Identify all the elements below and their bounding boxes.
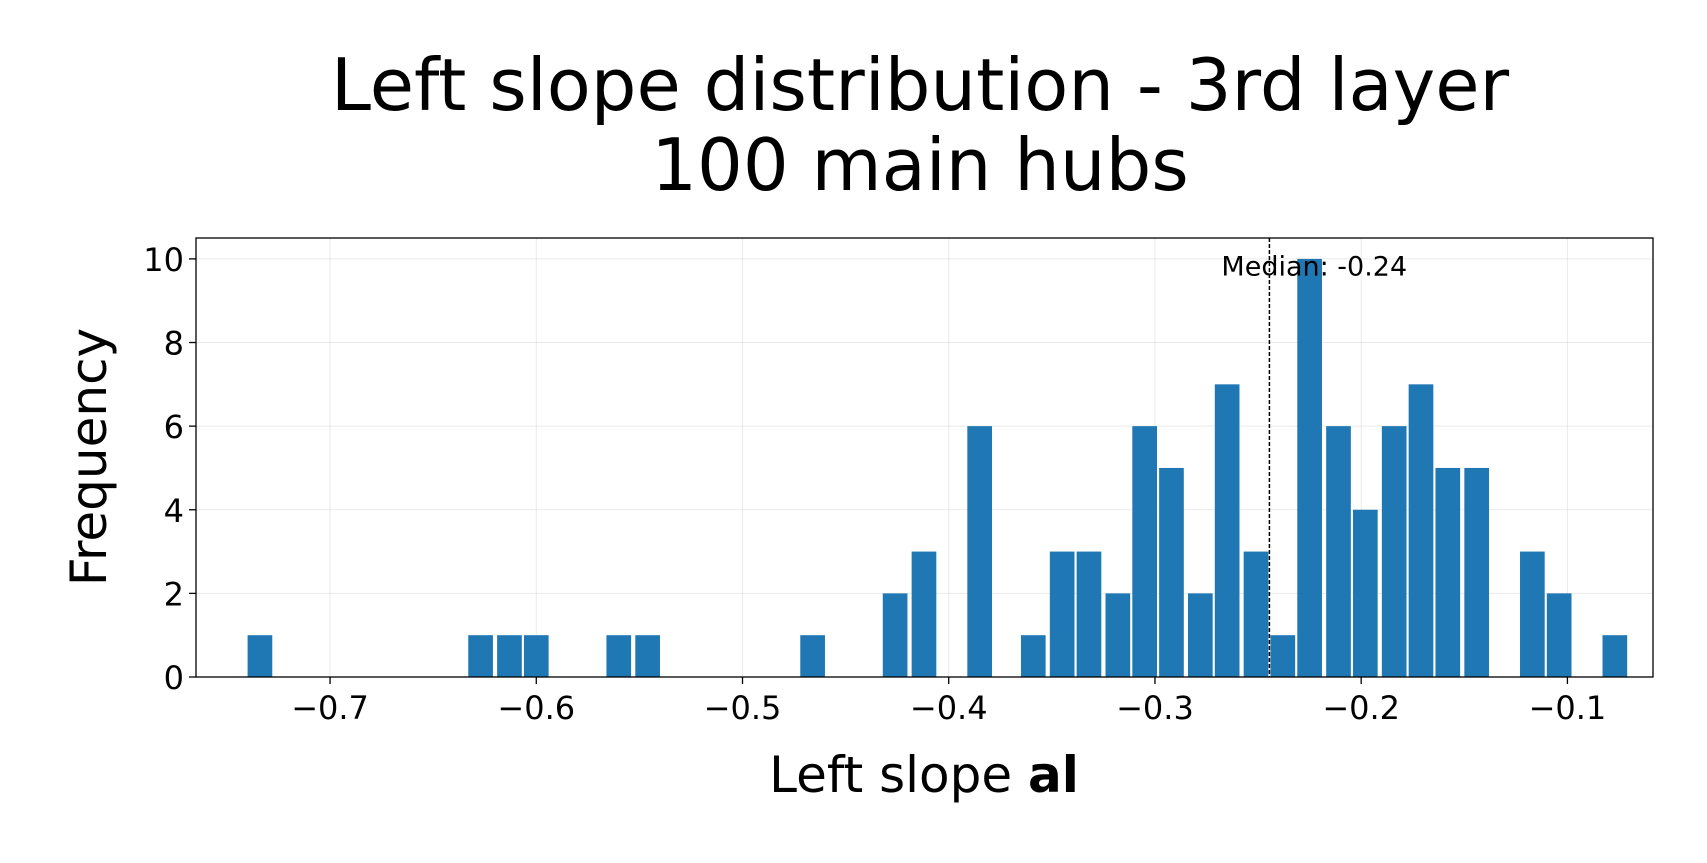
x-axis-label-text: Left slope <box>769 746 1028 804</box>
bars <box>247 258 1628 677</box>
histogram-bar <box>967 426 993 677</box>
histogram-bar <box>1049 551 1075 677</box>
y-tick-label: 2 <box>164 575 184 613</box>
histogram-bar <box>882 593 908 677</box>
y-tick-label: 4 <box>164 492 184 530</box>
histogram-bar <box>635 635 660 677</box>
histogram-bar <box>468 635 493 677</box>
chart-title-line-1: Left slope distribution - 3rd layer <box>331 43 1510 127</box>
y-tick-label: 6 <box>164 408 184 446</box>
y-tick-label: 8 <box>164 325 184 363</box>
median-label: Median: -0.24 <box>1221 252 1407 283</box>
x-axis-label: Left slope al <box>769 746 1079 804</box>
median-marker: Median: -0.24 <box>1221 238 1407 677</box>
y-tick-label: 10 <box>143 241 184 279</box>
x-tick-label: −0.2 <box>1322 689 1400 727</box>
histogram-bar <box>1105 593 1131 677</box>
x-tick-label: −0.4 <box>910 689 988 727</box>
histogram-bar <box>1408 384 1434 677</box>
y-tick-label: 0 <box>164 659 184 697</box>
histogram-bar <box>1352 509 1378 677</box>
histogram-bar <box>247 635 273 677</box>
histogram-bar <box>800 635 825 677</box>
histogram-bar <box>523 635 549 677</box>
histogram-bar <box>1326 426 1351 677</box>
x-tick-label: −0.3 <box>1116 689 1194 727</box>
y-axis-label: Frequency <box>60 328 118 586</box>
histogram-bar <box>1020 635 1046 677</box>
histogram-bar <box>1270 635 1296 677</box>
x-tick-label: −0.7 <box>291 689 369 727</box>
histogram-bar <box>1243 551 1269 677</box>
y-axis-ticks: 0 2 4 6 8 10 <box>143 241 196 697</box>
histogram-bar <box>1546 593 1572 677</box>
x-tick-label: −0.6 <box>497 689 575 727</box>
histogram-bar <box>1132 426 1157 677</box>
histogram-bar <box>1187 593 1213 677</box>
x-axis-ticks: −0.7 −0.6 −0.5 −0.4 −0.3 −0.2 −0.1 <box>291 677 1606 727</box>
chart-title-line-2: 100 main hubs <box>651 123 1189 207</box>
histogram-bar <box>1520 551 1545 677</box>
histogram-bar <box>1381 426 1407 677</box>
x-tick-label: −0.5 <box>704 689 782 727</box>
histogram-bar <box>1602 635 1628 677</box>
histogram-bar <box>1297 258 1322 677</box>
histogram-bar <box>1464 467 1490 677</box>
x-tick-label: −0.1 <box>1529 689 1607 727</box>
histogram-bar <box>1159 467 1184 677</box>
histogram-bar <box>911 551 937 677</box>
histogram-bar <box>1214 384 1240 677</box>
plot-frame <box>195 237 1654 678</box>
histogram-bar <box>497 635 522 677</box>
histogram-bar <box>1076 551 1102 677</box>
x-axis-label-symbol: al <box>1028 746 1079 804</box>
histogram-bar <box>1435 467 1461 677</box>
histogram-bar <box>606 635 632 677</box>
